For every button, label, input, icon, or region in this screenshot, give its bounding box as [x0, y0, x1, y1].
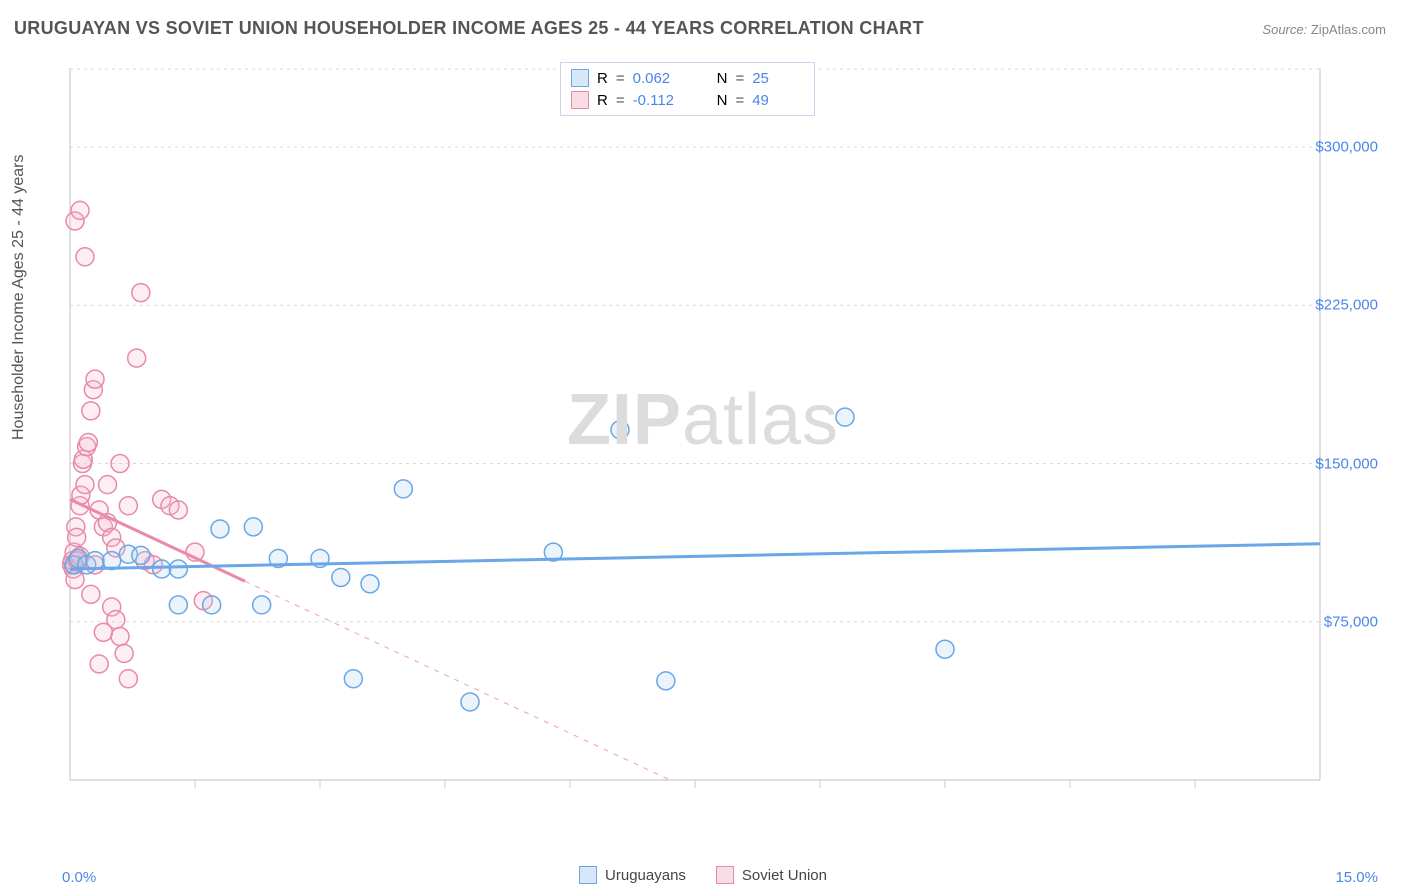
stat-r-label: R — [597, 70, 608, 87]
source-value: ZipAtlas.com — [1311, 22, 1386, 37]
plot-area — [60, 60, 1380, 820]
stats-row-uruguayans: R = 0.062 N = 25 — [571, 67, 804, 89]
y-tick-label: $150,000 — [1315, 455, 1378, 472]
stats-box: R = 0.062 N = 25 R = -0.112 N = 49 — [560, 62, 815, 116]
stat-r-value-1: -0.112 — [633, 92, 685, 109]
stats-row-soviet: R = -0.112 N = 49 — [571, 89, 804, 111]
bottom-legend: Uruguayans Soviet Union — [579, 866, 827, 884]
chart-title: URUGUAYAN VS SOVIET UNION HOUSEHOLDER IN… — [14, 18, 924, 39]
chart-container: URUGUAYAN VS SOVIET UNION HOUSEHOLDER IN… — [0, 0, 1406, 892]
source-attribution: Source: ZipAtlas.com — [1262, 22, 1386, 37]
x-tick-min: 0.0% — [62, 869, 96, 886]
x-tick-max: 15.0% — [1335, 869, 1378, 886]
swatch-uruguayans — [571, 69, 589, 87]
y-tick-label: $75,000 — [1324, 613, 1378, 630]
legend-label-1: Soviet Union — [742, 867, 827, 884]
scatter-svg — [60, 60, 1380, 820]
legend-item-soviet: Soviet Union — [716, 866, 827, 884]
stat-r-label-1: R — [597, 92, 608, 109]
legend-swatch-soviet — [716, 866, 734, 884]
y-axis-label: Householder Income Ages 25 - 44 years — [10, 155, 28, 441]
stat-n-label: N — [717, 70, 728, 87]
legend-swatch-uruguayans — [579, 866, 597, 884]
source-label: Source: — [1262, 22, 1307, 37]
stat-n-value-0: 25 — [752, 70, 804, 87]
stat-n-label-1: N — [717, 92, 728, 109]
stat-n-value-1: 49 — [752, 92, 804, 109]
legend-label-0: Uruguayans — [605, 867, 686, 884]
y-tick-label: $225,000 — [1315, 297, 1378, 314]
stat-r-value-0: 0.062 — [633, 70, 685, 87]
legend-item-uruguayans: Uruguayans — [579, 866, 686, 884]
swatch-soviet — [571, 91, 589, 109]
y-tick-label: $300,000 — [1315, 139, 1378, 156]
